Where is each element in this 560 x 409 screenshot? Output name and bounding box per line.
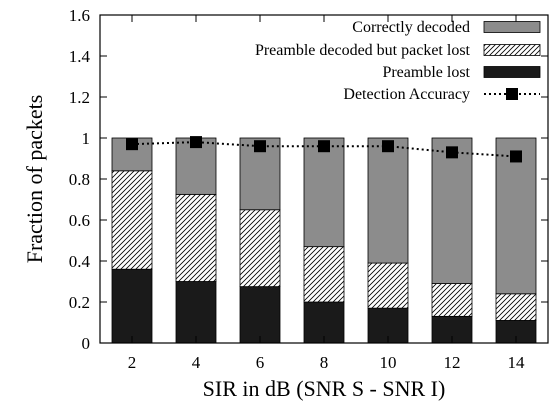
bar-preamble-decoded-but-packet-lost-4 — [175, 193, 217, 282]
bar-correctly-decoded-8 — [303, 137, 345, 248]
bar-preamble-lost-6 — [239, 286, 281, 344]
x-tick-label: 8 — [320, 353, 329, 372]
detection-accuracy-marker-14 — [510, 150, 522, 163]
bar-correctly-decoded-12 — [431, 137, 473, 284]
legend-swatch-preamble-lost — [483, 66, 541, 78]
x-axis-title: SIR in dB (SNR S - SNR I) — [203, 376, 446, 401]
detection-accuracy-marker-12 — [446, 146, 458, 159]
legend-swatch-correctly-decoded — [483, 21, 541, 33]
y-tick-label: 1.2 — [69, 88, 90, 107]
bar-preamble-decoded-but-packet-lost-10 — [367, 262, 409, 309]
y-axis-title: Fraction of packets — [22, 95, 47, 264]
detection-accuracy-marker-8 — [318, 140, 330, 153]
x-tick-label: 12 — [444, 353, 461, 372]
legend-label: Preamble lost — [382, 64, 470, 81]
detection-accuracy-marker-4 — [190, 136, 202, 149]
legend-label: Correctly decoded — [352, 19, 470, 36]
legend-label: Preamble decoded but packet lost — [255, 42, 471, 59]
detection-accuracy-layer — [126, 136, 522, 163]
y-tick-label: 1 — [82, 129, 91, 148]
legend-swatch-preamble-decoded-but-packet-lost — [483, 44, 541, 56]
bar-preamble-decoded-but-packet-lost-2 — [111, 170, 153, 270]
bar-preamble-lost-4 — [175, 281, 217, 344]
detection-accuracy-marker-6 — [254, 140, 266, 153]
legend: Correctly decoded Preamble decoded but pa… — [255, 19, 541, 103]
bar-correctly-decoded-10 — [367, 137, 409, 264]
axis-ticks: 0 0.2 0.4 0.6 0.8 1 1.2 1.4 1.6 2 4 6 8 10 12 14 — [69, 6, 548, 372]
detection-accuracy-marker-2 — [126, 138, 138, 151]
y-tick-label: 1.4 — [69, 47, 91, 66]
x-tick-label: 10 — [380, 353, 397, 372]
bar-preamble-decoded-but-packet-lost-12 — [431, 283, 473, 317]
y-tick-label: 0 — [82, 334, 91, 353]
y-tick-label: 1.6 — [69, 6, 90, 25]
y-tick-label: 0.6 — [69, 211, 90, 230]
x-tick-label: 6 — [256, 353, 265, 372]
bar-preamble-decoded-but-packet-lost-14 — [495, 293, 537, 321]
bar-preamble-lost-2 — [111, 268, 153, 344]
y-tick-label: 0.4 — [69, 252, 91, 271]
detection-accuracy-marker-10 — [382, 140, 394, 153]
y-tick-label: 0.8 — [69, 170, 90, 189]
bar-preamble-decoded-but-packet-lost-6 — [239, 209, 281, 288]
x-tick-label: 14 — [508, 353, 526, 372]
bar-correctly-decoded-14 — [495, 137, 537, 295]
y-tick-label: 0.2 — [69, 293, 90, 312]
x-tick-label: 4 — [192, 353, 201, 372]
x-tick-label: 2 — [128, 353, 137, 372]
legend-label: Detection Accuracy — [343, 86, 470, 103]
legend-marker-detection-accuracy — [506, 88, 518, 100]
bar-preamble-decoded-but-packet-lost-8 — [303, 246, 345, 303]
bars-layer — [111, 137, 537, 344]
